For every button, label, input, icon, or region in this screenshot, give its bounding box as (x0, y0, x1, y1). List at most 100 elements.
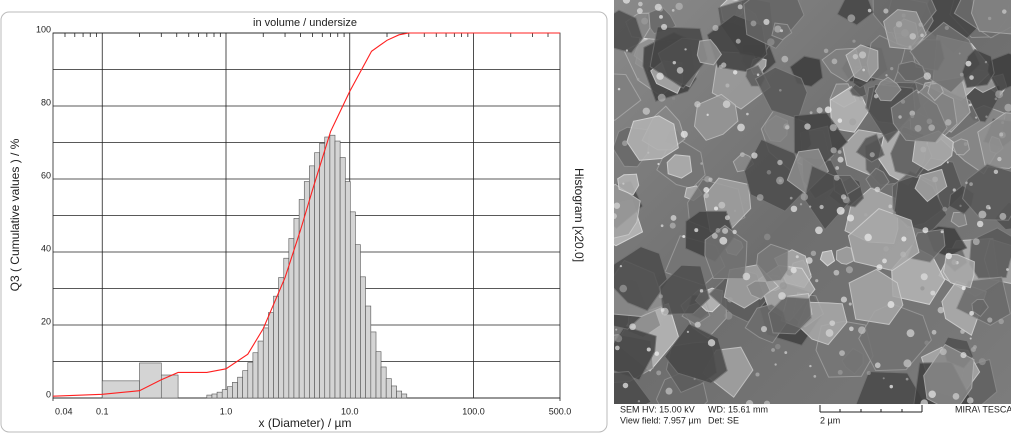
histogram-bar (391, 386, 396, 398)
sem-speck (832, 59, 838, 65)
sem-speck (714, 207, 718, 211)
sem-speck (938, 307, 944, 313)
y-tick-label: 40 (41, 243, 51, 253)
sem-speck (967, 397, 974, 404)
sem-speck (928, 124, 935, 131)
sem-speck (839, 350, 845, 356)
sem-speck (707, 114, 709, 116)
sem-speck (841, 297, 847, 303)
sem-speck (862, 69, 865, 72)
sem-speck (684, 48, 686, 50)
sem-speck (995, 97, 998, 100)
histogram-bar (381, 367, 386, 398)
sem-speck (708, 339, 715, 346)
sem-speck (915, 125, 922, 132)
sem-speck (757, 194, 764, 201)
sem-speck (959, 205, 961, 207)
sem-speck (932, 330, 937, 335)
y2-axis-label: Histogram [x20.0] (572, 168, 586, 262)
sem-speck (1002, 9, 1007, 14)
histogram-bar (232, 382, 237, 398)
sem-speck (800, 203, 802, 205)
histogram-bar (350, 212, 355, 398)
sem-speck (712, 233, 718, 239)
sem-speck (775, 344, 781, 350)
sem-speck (834, 270, 840, 276)
sem-speck (785, 125, 789, 129)
sem-speck (868, 9, 872, 13)
sem-speck (960, 329, 965, 334)
sem-speck (890, 385, 893, 388)
x-tick-label: 10.0 (341, 406, 359, 416)
sem-speck (966, 61, 972, 67)
sem-speck (838, 118, 843, 123)
histogram-bar (222, 390, 227, 398)
sem-speck (666, 388, 673, 395)
sem-speck (746, 113, 749, 116)
sem-speck (890, 67, 893, 70)
sem-speck (826, 329, 834, 337)
sem-speck (708, 178, 712, 182)
sem-speck (959, 53, 961, 55)
histogram-bar (217, 392, 222, 398)
sem-speck (849, 118, 856, 125)
x-tick-label: 1.0 (220, 406, 233, 416)
y-tick-label: 60 (41, 170, 51, 180)
y-axis-label: Q3 ( Cumulative values ) / % (8, 138, 22, 291)
sem-speck (1006, 268, 1009, 271)
sem-speck (695, 322, 701, 328)
sem-speck (834, 175, 840, 181)
sem-speck (888, 301, 895, 308)
sem-speck (675, 3, 682, 10)
sem-speck (817, 107, 823, 113)
sem-speck (841, 194, 846, 199)
sem-speck (623, 383, 628, 388)
sem-speck (988, 17, 991, 20)
sem-speck (875, 362, 881, 368)
sem-speck (964, 142, 968, 146)
sem-speck (998, 319, 1003, 324)
histogram-bar (376, 352, 381, 398)
sem-speck (911, 114, 915, 118)
sem-speck (806, 257, 813, 264)
sem-speck (757, 74, 760, 77)
histogram-bar (330, 135, 335, 398)
sem-speck (920, 286, 924, 290)
sem-speck (693, 378, 695, 380)
sem-speck (969, 182, 973, 186)
sem-speck (809, 206, 811, 208)
sem-speck (703, 187, 709, 193)
sem-speck (918, 22, 922, 26)
sem-speck (774, 363, 776, 365)
sem-speck (901, 236, 906, 241)
sem-speck (847, 14, 855, 22)
sem-speck (924, 72, 931, 79)
sem-speck (960, 73, 964, 77)
sem-speck (940, 348, 947, 355)
histogram-bar (320, 143, 325, 398)
sem-speck (791, 267, 797, 273)
sem-speck (661, 224, 664, 227)
sem-speck (779, 89, 782, 92)
sem-speck (700, 162, 703, 165)
sem-speck (831, 147, 837, 153)
sem-speck (928, 391, 935, 398)
sem-speck (986, 205, 991, 210)
histogram-bar (315, 153, 320, 398)
sem-speck (672, 97, 675, 100)
sem-speck (945, 26, 949, 30)
sem-speck (618, 88, 621, 91)
sem-speck (725, 84, 729, 88)
sem-speck (909, 45, 912, 48)
sem-speck (815, 226, 823, 234)
sem-speck (778, 292, 786, 300)
histogram-bar (360, 277, 365, 398)
sem-speck (946, 253, 952, 259)
sem-speck (947, 161, 949, 163)
sem-speck (999, 133, 1003, 137)
sem-speck (813, 375, 816, 378)
sem-speck (718, 202, 725, 209)
sem-speck (920, 147, 926, 153)
x-tick-label: 100.0 (462, 406, 485, 416)
